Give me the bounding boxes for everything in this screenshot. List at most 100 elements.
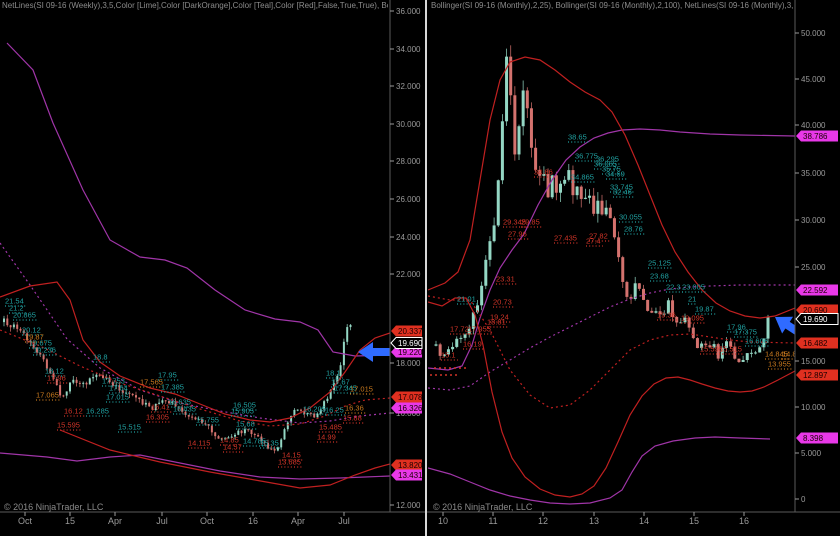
panel-divider[interactable]	[425, 0, 427, 536]
current-price-value: 19.690	[803, 315, 828, 324]
candle-body	[151, 406, 154, 410]
price-badge-magenta	[796, 284, 838, 296]
candle-body	[326, 398, 329, 402]
time-tick-label: Oct	[18, 516, 33, 526]
candle-body	[300, 409, 302, 411]
candle-body	[201, 419, 203, 424]
candle-body	[92, 377, 95, 379]
candle-body	[234, 434, 236, 437]
candle-body	[247, 429, 250, 431]
candle-body	[505, 56, 509, 122]
netline-label: 38.65	[568, 133, 587, 142]
candle-body	[579, 186, 583, 199]
candle-body	[534, 147, 538, 170]
candle-body	[729, 341, 733, 347]
candle-body	[563, 179, 567, 184]
price-badge-value: 20.337	[398, 327, 423, 336]
netline-label: 27.82	[589, 232, 608, 241]
time-tick-label: 16	[739, 516, 749, 526]
candle-body	[329, 389, 332, 399]
right-chart-title: Bollinger(SI 09-16 (Monthly),2,25), Boll…	[431, 1, 793, 10]
price-tick-label: 15.000	[801, 357, 826, 366]
candle-body	[604, 207, 608, 215]
netline-label: 15.1	[441, 351, 456, 360]
price-badge-red	[391, 325, 422, 337]
price-badge-value: 13.431	[398, 471, 423, 480]
candle-body	[88, 378, 91, 385]
candle-body	[286, 422, 289, 430]
price-tick-label: 10.000	[801, 403, 826, 412]
candle-body	[608, 207, 612, 219]
candle-body	[749, 352, 753, 354]
netline-label: 14.845	[765, 350, 788, 359]
candle-body	[148, 402, 151, 407]
candle-body	[267, 442, 269, 449]
candle-body	[741, 360, 745, 363]
netline-label: 18.12	[45, 367, 64, 376]
price-tick-label: 18.000	[396, 359, 421, 368]
current-price-value: 19.690	[398, 339, 423, 348]
right-price-axis[interactable]: 50.000 45.000 40.000 35.000 30.000 25.000 15.0…	[794, 0, 839, 512]
netline-label: 17.565	[140, 378, 163, 387]
candle-body	[625, 281, 629, 297]
candle-body	[720, 347, 724, 359]
candle-body	[476, 305, 479, 313]
left-price-axis[interactable]: 36.000 34.000 32.000 30.000 28.000 26.000 24.0…	[389, 0, 423, 512]
time-tick-label: 13	[589, 516, 599, 526]
candle-body	[224, 438, 227, 440]
candle-body	[438, 344, 442, 356]
candle-body	[575, 186, 579, 196]
netline-label: 18.1	[326, 369, 341, 378]
candle-body	[737, 358, 741, 363]
candle-body	[521, 90, 525, 127]
netline-label: 25.125	[648, 259, 671, 268]
time-tick-label: Apr	[108, 516, 122, 526]
candle-body	[26, 333, 29, 341]
price-badge-value: 8.398	[803, 434, 824, 443]
candle-body	[42, 354, 45, 360]
price-badge-magenta	[391, 402, 422, 414]
netline-label: 15.88	[343, 414, 362, 423]
netline-label: 15.35	[260, 439, 279, 448]
indicator-curve-bb100-upper	[6, 42, 390, 357]
candle-body	[309, 412, 312, 414]
candle-body	[346, 327, 349, 342]
time-tick-label: 15	[689, 516, 699, 526]
time-tick-label: Jul	[338, 516, 350, 526]
candle-body	[9, 325, 12, 328]
candle-body	[22, 330, 25, 334]
time-tick-label: Apr	[291, 516, 305, 526]
candle-body	[687, 317, 691, 328]
candle-body	[583, 197, 587, 199]
time-tick-label: 12	[538, 516, 548, 526]
candle-body	[253, 434, 256, 436]
netline-label: 15.515	[118, 423, 141, 432]
netline-label: 14.785	[243, 437, 266, 446]
price-badge-magenta	[796, 130, 838, 142]
candle-body	[633, 283, 637, 300]
candle-body	[257, 434, 260, 437]
candle-body	[700, 343, 704, 349]
candle-body	[78, 382, 81, 384]
price-badge-value: 19.220	[398, 348, 423, 357]
candle-body	[704, 343, 708, 346]
netline-label: 17.345	[334, 384, 357, 393]
candle-body	[273, 448, 276, 451]
netline-label: 16.285	[86, 407, 109, 416]
candle-body	[708, 345, 712, 348]
candle-body	[600, 200, 604, 215]
time-axis[interactable]: Oct 15 Apr Jul Oct 16 Apr Jul 10 11 12 13 14 15 16	[18, 512, 749, 526]
candle-body	[36, 347, 38, 353]
netline-label: 13.955	[768, 360, 791, 369]
candle-body	[637, 283, 641, 289]
candle-body	[75, 379, 78, 383]
indicator-curve-bb100-lower	[0, 452, 390, 480]
candle-body	[45, 359, 48, 369]
price-badge-red	[391, 391, 422, 403]
netline-label: 16.505	[233, 401, 256, 410]
netline-label: 19.87	[695, 305, 714, 314]
